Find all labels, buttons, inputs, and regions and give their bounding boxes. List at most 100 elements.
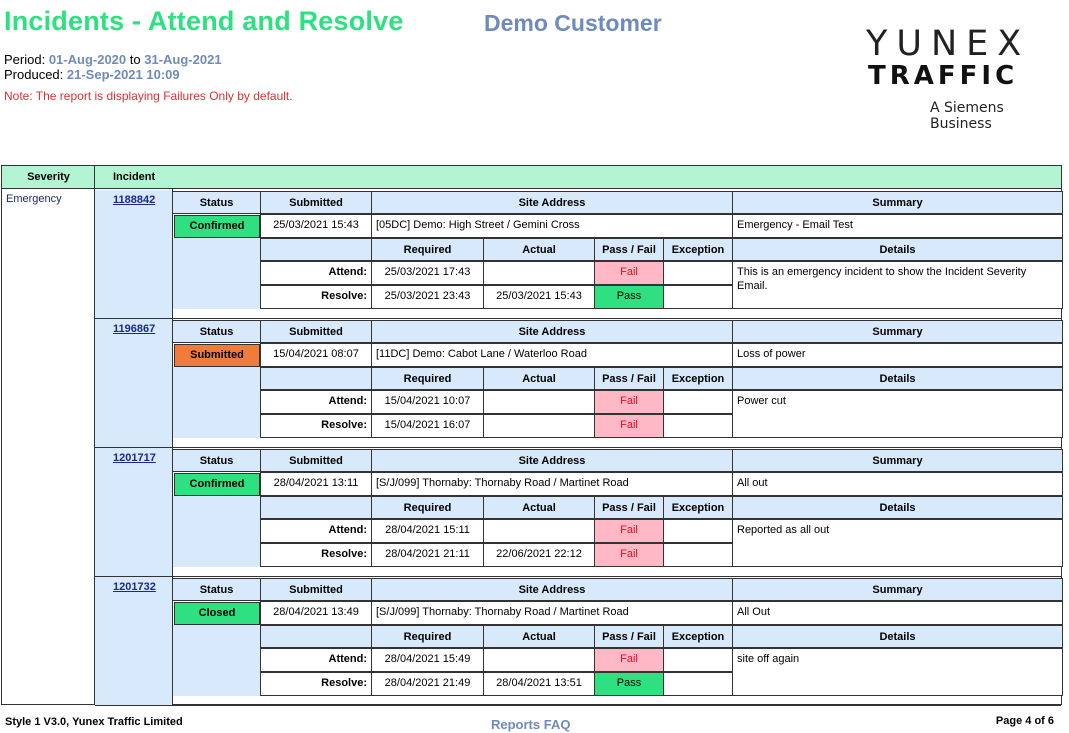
yunex-traffic-logo: YUNEX TRAFFIC A Siemens Business [866, 24, 1061, 132]
incident-report-table: Severity Incident Emergency 1188842 Statu… [1, 165, 1063, 706]
resolve-actual [483, 414, 595, 438]
incident-number-link[interactable]: 1196867 [113, 323, 156, 335]
actual-header: Actual [483, 625, 595, 648]
resolve-exception [663, 285, 733, 309]
page-indicator: Page 4 of 6 [995, 715, 1054, 727]
incident-block-background [95, 319, 172, 447]
details-header: Details [732, 625, 1063, 648]
attend-required: 28/04/2021 15:49 [371, 648, 484, 672]
incident-separator [95, 576, 1061, 577]
logo-line-1: YUNEX [866, 24, 1031, 64]
incident-number-link[interactable]: 1188842 [113, 194, 156, 206]
details-header: Details [732, 496, 1063, 519]
severity-column-header: Severity [2, 166, 95, 189]
nested-header-spacer [260, 625, 372, 648]
attend-exception [663, 261, 733, 285]
incident-divider [172, 189, 173, 704]
incident-separator [95, 705, 1061, 706]
exception-header: Exception [663, 625, 733, 648]
submitted-datetime: 25/03/2021 15:43 [260, 214, 372, 238]
site-address-header: Site Address [371, 320, 733, 343]
resolve-result: Pass [594, 672, 664, 696]
attend-actual [483, 261, 595, 285]
submitted-datetime: 15/04/2021 08:07 [260, 343, 372, 367]
submitted-datetime: 28/04/2021 13:49 [260, 601, 372, 625]
details-header: Details [732, 367, 1063, 390]
resolve-exception [663, 672, 733, 696]
incident-summary: All out [732, 472, 1063, 496]
produced-line: Produced: 21-Sep-2021 10:09 [4, 67, 180, 82]
resolve-actual: 22/06/2021 22:12 [483, 543, 595, 567]
site-address: [05DC] Demo: High Street / Gemini Cross [371, 214, 733, 238]
status-header: Status [172, 449, 261, 472]
resolve-label: Resolve: [260, 672, 372, 696]
period-to: 31-Aug-2021 [144, 52, 222, 67]
required-header: Required [371, 625, 484, 648]
logo-line-3: A Siemens Business [930, 100, 1004, 132]
attend-result: Fail [594, 261, 664, 285]
resolve-exception [663, 543, 733, 567]
report-title: Incidents - Attend and Resolve [4, 6, 404, 36]
attend-label: Attend: [260, 519, 372, 543]
actual-header: Actual [483, 367, 595, 390]
submitted-header: Submitted [260, 578, 372, 601]
pass-fail-header: Pass / Fail [594, 367, 664, 390]
incident-number-link[interactable]: 1201732 [113, 581, 156, 593]
exception-header: Exception [663, 238, 733, 261]
exception-header: Exception [663, 496, 733, 519]
nested-row-spacer [172, 238, 260, 309]
incident-number-link[interactable]: 1201717 [113, 452, 156, 464]
nested-row-spacer [172, 367, 260, 438]
status-badge: Confirmed [174, 473, 260, 496]
site-address: [S/J/099] Thornaby: Thornaby Road / Mart… [371, 601, 733, 625]
resolve-exception [663, 414, 733, 438]
period-from: 01-Aug-2020 [48, 52, 127, 67]
reports-faq-link[interactable]: Reports FAQ [491, 717, 571, 732]
actual-header: Actual [483, 238, 595, 261]
submitted-header: Submitted [260, 320, 372, 343]
incident-summary: All Out [732, 601, 1063, 625]
status-badge: Submitted [174, 344, 260, 367]
attend-required: 25/03/2021 17:43 [371, 261, 484, 285]
attend-exception [663, 648, 733, 672]
submitted-header: Submitted [260, 191, 372, 214]
incident-block-background [95, 448, 172, 576]
produced-label: Produced: [4, 67, 64, 82]
severity-value: Emergency [6, 193, 62, 205]
pass-fail-header: Pass / Fail [594, 238, 664, 261]
incident-summary: Loss of power [732, 343, 1063, 367]
period-label: Period: [4, 52, 46, 67]
resolve-result: Fail [594, 414, 664, 438]
attend-result: Fail [594, 390, 664, 414]
attend-label: Attend: [260, 261, 372, 285]
status-header: Status [172, 578, 261, 601]
incident-separator [95, 318, 1061, 319]
site-address: [11DC] Demo: Cabot Lane / Waterloo Road [371, 343, 733, 367]
attend-actual [483, 519, 595, 543]
attend-actual [483, 648, 595, 672]
required-header: Required [371, 367, 484, 390]
pass-fail-header: Pass / Fail [594, 496, 664, 519]
resolve-required: 15/04/2021 16:07 [371, 414, 484, 438]
period-line: Period: 01-Aug-2020 to 31-Aug-2021 [4, 52, 222, 67]
status-header: Status [172, 320, 261, 343]
attend-required: 28/04/2021 15:11 [371, 519, 484, 543]
incident-separator [95, 447, 1061, 448]
status-badge: Closed [174, 602, 260, 625]
site-address-header: Site Address [371, 578, 733, 601]
summary-header: Summary [732, 191, 1063, 214]
period-to-word: to [129, 52, 141, 67]
resolve-result: Pass [594, 285, 664, 309]
nested-row-spacer [172, 496, 260, 567]
nested-header-spacer [260, 238, 372, 261]
incident-details: Reported as all out [732, 519, 1063, 567]
summary-header: Summary [732, 320, 1063, 343]
resolve-actual: 28/04/2021 13:51 [483, 672, 595, 696]
nested-row-spacer [172, 625, 260, 696]
submitted-datetime: 28/04/2021 13:11 [260, 472, 372, 496]
resolve-result: Fail [594, 543, 664, 567]
incident-details: Power cut [732, 390, 1063, 438]
details-header: Details [732, 238, 1063, 261]
column-divider [94, 166, 95, 704]
site-address: [S/J/099] Thornaby: Thornaby Road / Mart… [371, 472, 733, 496]
